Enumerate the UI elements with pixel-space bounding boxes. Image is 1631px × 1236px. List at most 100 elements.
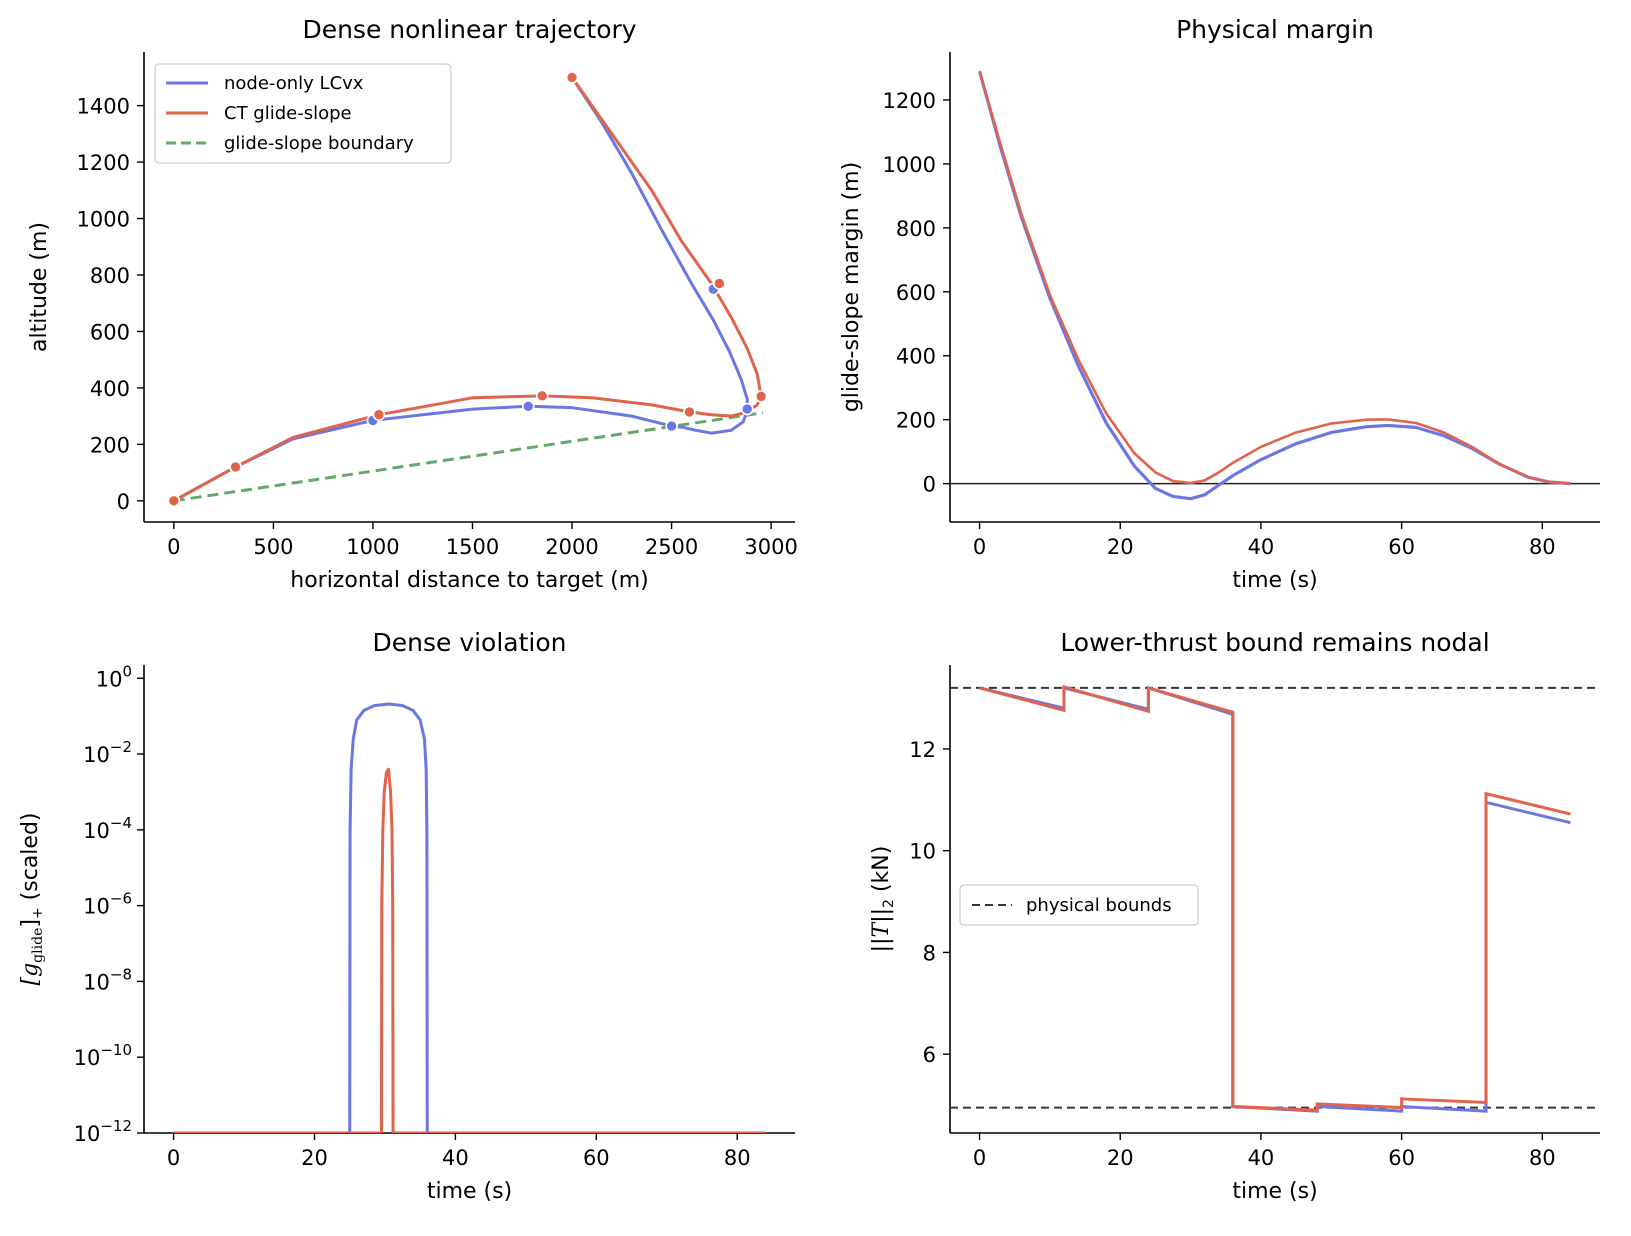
- y-tick-label: 6: [923, 1043, 936, 1067]
- y-tick-base: 10: [74, 1122, 101, 1146]
- legend-label: node-only LCvx: [224, 73, 364, 94]
- chart-title: Physical margin: [1176, 15, 1374, 44]
- y-tick-base: 10: [83, 819, 110, 843]
- series-line-node-only-lcvx: [173, 702, 766, 1133]
- y-tick-label: 200: [896, 409, 936, 433]
- y-tick-exponent: −2: [110, 738, 132, 756]
- y-tick-label: 10−12: [74, 1117, 132, 1146]
- x-tick-label: 80: [1529, 535, 1556, 559]
- x-tick-label: 40: [442, 1146, 469, 1170]
- series-line-node-only-lcvx: [978, 70, 1571, 501]
- y-tick-label: 10−2: [83, 738, 132, 767]
- plot-area: [167, 71, 768, 508]
- x-tick-label: 60: [1388, 535, 1415, 559]
- y-tick-label: 0: [117, 490, 130, 514]
- y-tick-label: 8: [923, 941, 936, 965]
- x-tick-label: 0: [973, 535, 986, 559]
- x-tick-label: 0: [973, 1146, 986, 1170]
- y-axis-label-part: ]: [18, 919, 43, 928]
- node-marker: [535, 389, 549, 403]
- y-tick-exponent: 0: [122, 662, 132, 680]
- y-tick-label: 400: [90, 377, 130, 401]
- series-line-ct-glide-slope: [979, 684, 1571, 1112]
- x-tick-label: 0: [167, 535, 180, 559]
- node-marker: [713, 277, 726, 290]
- y-tick-label: 12: [909, 738, 936, 762]
- series-line-glide-slope-boundary: [173, 411, 764, 503]
- x-tick-label: 1000: [346, 535, 399, 559]
- y-tick-label: 10: [909, 840, 936, 864]
- y-tick-base: 10: [74, 1046, 101, 1070]
- x-tick-label: 2000: [545, 535, 598, 559]
- y-tick-exponent: −4: [110, 814, 132, 832]
- x-axis-label: horizontal distance to target (m): [290, 568, 649, 593]
- chart-title: Dense violation: [372, 628, 566, 657]
- legend-frame: [959, 884, 1199, 926]
- y-axis-label-part: ||: [869, 937, 894, 952]
- plot-area: [950, 70, 1600, 501]
- y-tick-label: 800: [90, 264, 130, 288]
- series-line-node-only-lcvx: [172, 75, 749, 503]
- x-tick-label: 40: [1248, 535, 1275, 559]
- y-tick-base: 10: [83, 743, 110, 767]
- node-marker: [521, 399, 535, 413]
- x-tick-label: 0: [167, 1146, 180, 1170]
- y-tick-label: 1200: [77, 151, 130, 175]
- x-axis-label: time (s): [1232, 1179, 1317, 1204]
- x-axis-label: time (s): [427, 1179, 512, 1204]
- x-tick-label: 80: [1529, 1146, 1556, 1170]
- series-line-ct-glide-slope: [978, 70, 1571, 485]
- x-tick-label: 20: [1107, 1146, 1134, 1170]
- x-tick-label: 3000: [744, 535, 797, 559]
- y-tick-label: 10−6: [83, 890, 132, 919]
- chart-title: Lower-thrust bound remains nodal: [1060, 628, 1489, 657]
- y-axis-label-part: (scaled): [18, 813, 43, 908]
- y-axis-label-part: T: [869, 920, 894, 937]
- y-tick-exponent: −10: [100, 1041, 132, 1059]
- y-axis-label: altitude (m): [27, 222, 52, 352]
- y-tick-label: 10−10: [74, 1041, 132, 1070]
- x-tick-label: 20: [1107, 535, 1134, 559]
- node-marker: [683, 405, 696, 419]
- node-marker: [229, 460, 242, 474]
- y-tick-base: 10: [83, 895, 110, 919]
- panel-trajectory: 0 500 1000 1500 2000 2500 3000 0 200 400 600 800 100…: [27, 15, 798, 593]
- y-tick-label: 0: [923, 473, 936, 497]
- legend: physical bounds: [959, 884, 1199, 926]
- y-tick-label: 200: [90, 433, 130, 457]
- plot-area: [950, 684, 1600, 1113]
- y-tick-exponent: −6: [110, 890, 132, 908]
- y-axis-label-part: glide: [30, 928, 46, 963]
- y-axis-label-part: [g: [18, 963, 43, 986]
- series-line-ct-glide-slope: [173, 767, 766, 1133]
- y-tick-label: 100: [96, 662, 132, 691]
- y-tick-label: 600: [90, 320, 130, 344]
- node-marker: [565, 71, 579, 84]
- y-tick-label: 10−4: [83, 814, 132, 843]
- y-tick-label: 1200: [883, 89, 936, 113]
- y-axis-label-part: 2: [881, 899, 897, 908]
- x-axis-label: time (s): [1232, 568, 1317, 593]
- legend-frame: [154, 63, 452, 164]
- node-marker: [754, 390, 768, 403]
- node-marker: [665, 419, 678, 433]
- legend-label: glide-slope boundary: [224, 133, 414, 154]
- y-tick-exponent: −8: [110, 965, 132, 983]
- x-tick-label: 500: [253, 535, 293, 559]
- y-tick-label: 400: [896, 345, 936, 369]
- node-marker: [372, 408, 386, 422]
- series-line-ct-glide-slope: [172, 75, 763, 503]
- legend-label: physical bounds: [1026, 895, 1172, 916]
- y-tick-label: 10−8: [83, 965, 132, 994]
- y-axis-label: [gglide]+ (scaled): [18, 813, 46, 986]
- y-tick-label: 800: [896, 217, 936, 241]
- y-axis-label: glide-slope margin (m): [839, 162, 864, 412]
- y-axis-label-part: +: [30, 907, 46, 919]
- y-tick-label: 1400: [77, 95, 130, 119]
- legend: node-only LCvx CT glide-slope glide-slope …: [154, 63, 452, 164]
- legend-label: CT glide-slope: [224, 103, 352, 124]
- x-tick-label: 2500: [645, 535, 698, 559]
- x-tick-label: 60: [583, 1146, 610, 1170]
- panel-thrust-bounds: 0 20 40 60 80 6 8 10 12 Lower-thrust bound remain…: [869, 628, 1600, 1204]
